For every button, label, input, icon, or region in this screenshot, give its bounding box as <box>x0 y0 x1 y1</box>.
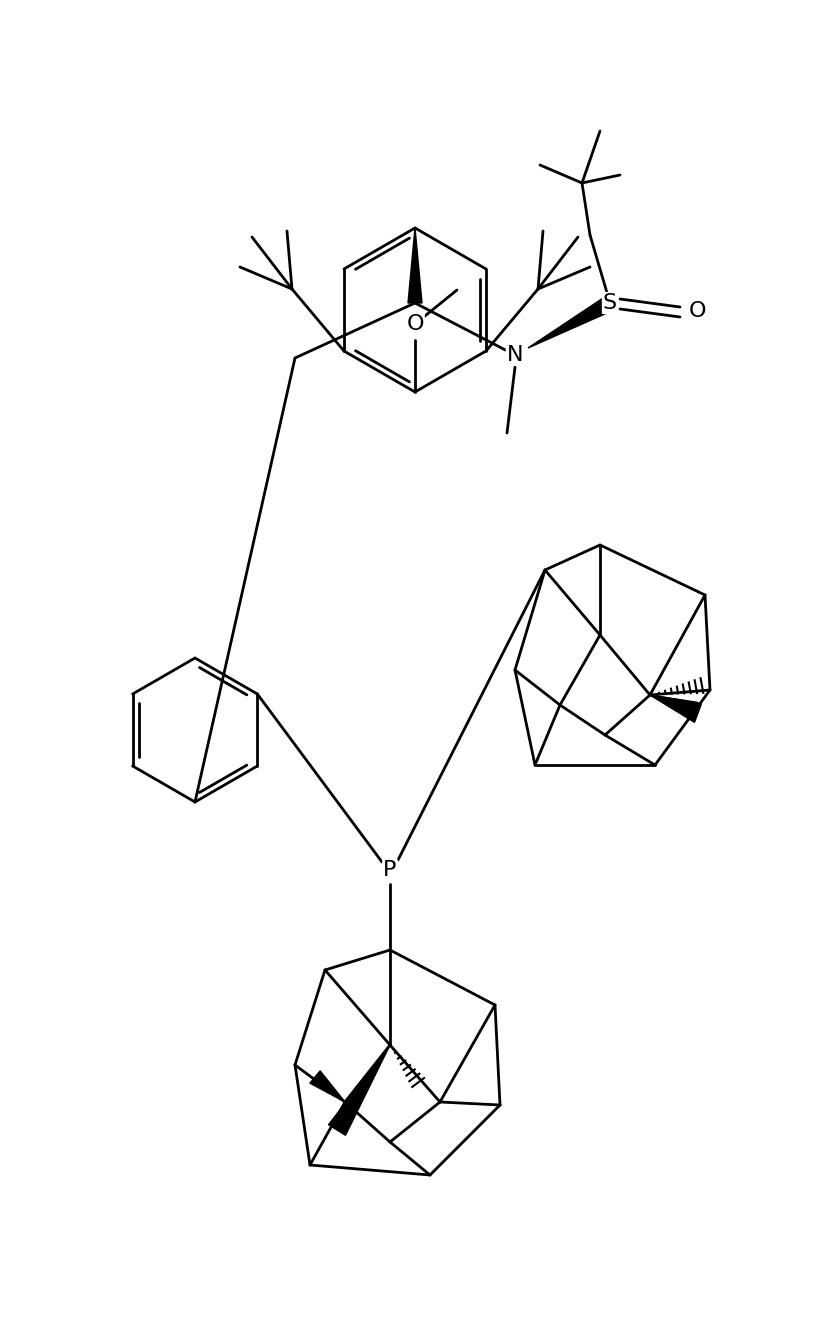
Polygon shape <box>408 228 422 304</box>
Text: P: P <box>383 861 396 880</box>
Text: O: O <box>690 301 706 321</box>
Polygon shape <box>310 1071 345 1102</box>
Polygon shape <box>528 296 614 347</box>
Text: S: S <box>603 293 617 313</box>
Polygon shape <box>650 695 701 723</box>
Text: N: N <box>507 345 523 365</box>
Polygon shape <box>650 695 697 717</box>
Polygon shape <box>328 1045 390 1135</box>
Text: O: O <box>407 314 423 334</box>
